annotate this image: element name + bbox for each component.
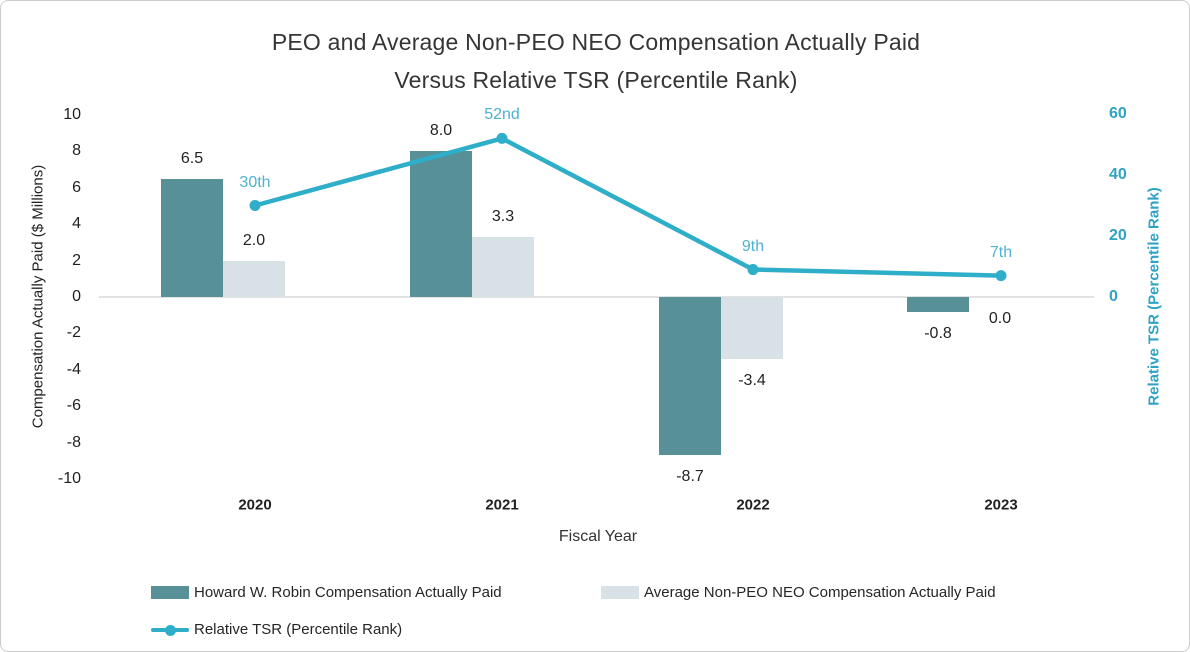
bar-value-label: 6.5 <box>180 149 204 167</box>
peo-bar-2020 <box>161 178 223 297</box>
left-axis-tick: -8 <box>66 433 81 451</box>
x-axis-category-2021: 2021 <box>485 496 519 514</box>
peo-bar-swatch-icon <box>151 586 189 599</box>
x-axis-category-2023: 2023 <box>984 496 1018 514</box>
legend-label-neo: Average Non-PEO NEO Compensation Actuall… <box>644 584 996 601</box>
x-axis-category-2020: 2020 <box>238 496 272 514</box>
neo-bar-swatch-icon <box>601 586 639 599</box>
legend-item-peo: Howard W. Robin Compensation Actually Pa… <box>151 584 502 601</box>
left-axis-tick: 0 <box>72 288 81 305</box>
legend-item-tsr: Relative TSR (Percentile Rank) <box>151 621 402 638</box>
tsr-value-label: 30th <box>239 173 271 191</box>
left-axis-tick: 10 <box>63 106 81 123</box>
left-axis-tick: 4 <box>72 215 81 233</box>
bar-value-label: -8.7 <box>676 468 704 486</box>
peo-bar-2022 <box>659 297 721 456</box>
legend-item-neo: Average Non-PEO NEO Compensation Actuall… <box>601 584 996 601</box>
neo-bar-2022 <box>721 297 783 359</box>
bar-value-label: 8.0 <box>429 122 453 140</box>
left-axis-tick: -10 <box>57 470 81 487</box>
left-axis-tick: -6 <box>66 397 81 415</box>
x-axis-title: Fiscal Year <box>558 528 638 545</box>
tsr-value-label: 9th <box>741 237 765 255</box>
legend-label-tsr: Relative TSR (Percentile Rank) <box>194 621 403 638</box>
zero-axis-line <box>99 296 1094 298</box>
chart-title: PEO and Average Non-PEO NEO Compensation… <box>1 23 1189 99</box>
legend-label-peo: Howard W. Robin Compensation Actually Pa… <box>194 584 502 601</box>
bar-value-label: 0.0 <box>988 310 1012 327</box>
x-axis-category-2022: 2022 <box>736 496 770 514</box>
right-axis-tick: 60 <box>1109 105 1127 122</box>
left-axis-tick: 8 <box>72 142 81 160</box>
chart-title-line2: Versus Relative TSR (Percentile Rank) <box>394 67 798 93</box>
right-axis-tick: 40 <box>1109 166 1127 183</box>
bar-value-label: -3.4 <box>738 371 766 389</box>
left-axis-tick: 2 <box>72 251 81 269</box>
peo-bar-2023 <box>907 297 969 312</box>
chart-title-line1: PEO and Average Non-PEO NEO Compensation… <box>271 29 921 55</box>
tsr-value-label: 52nd <box>484 106 520 124</box>
tsr-value-label: 7th <box>989 243 1013 261</box>
bar-value-label: -0.8 <box>924 324 952 342</box>
right-axis-tick: 20 <box>1109 227 1127 244</box>
left-axis-tick: -4 <box>66 360 81 378</box>
right-axis-tick: 0 <box>1109 288 1118 305</box>
left-axis-tick: -2 <box>66 324 81 342</box>
left-axis-tick: 6 <box>72 178 81 196</box>
tsr-line-swatch-icon <box>151 623 189 636</box>
